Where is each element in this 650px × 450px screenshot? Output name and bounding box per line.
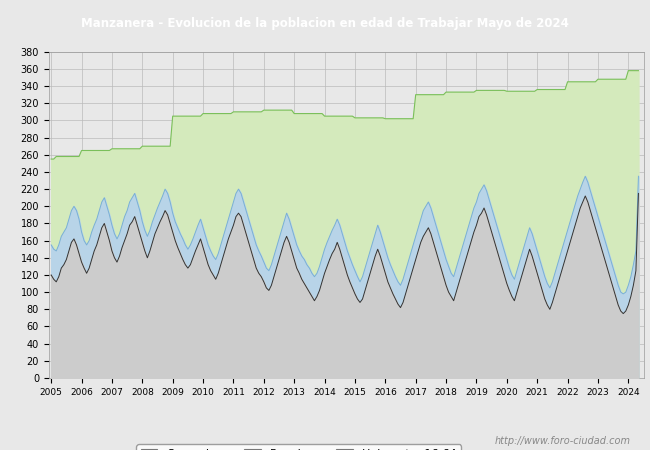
Text: Manzanera - Evolucion de la poblacion en edad de Trabajar Mayo de 2024: Manzanera - Evolucion de la poblacion en… [81,17,569,30]
Text: http://www.foro-ciudad.com: http://www.foro-ciudad.com [495,436,630,446]
Legend: Ocupados, Parados, Hab. entre 16-64: Ocupados, Parados, Hab. entre 16-64 [136,445,461,450]
